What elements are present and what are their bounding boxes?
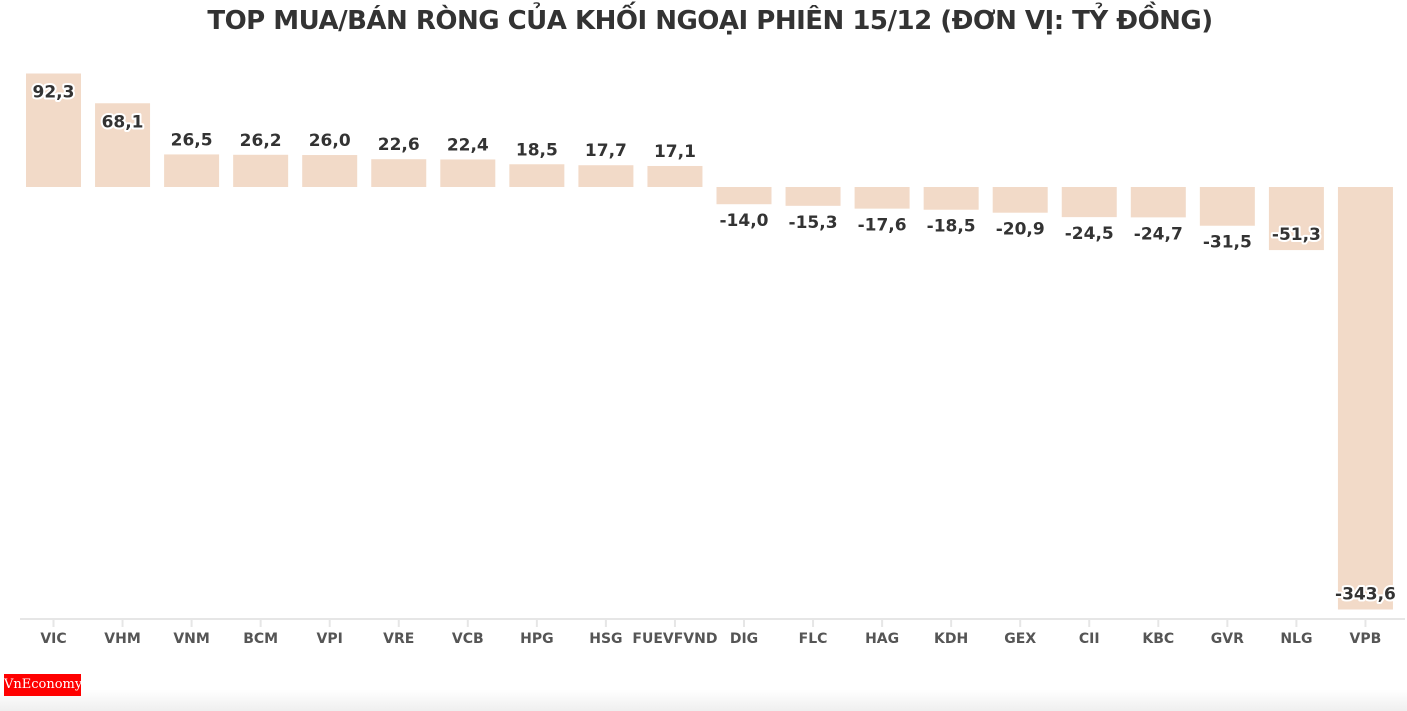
data-label: -24,7: [1134, 224, 1183, 244]
x-tick-label: VHM: [104, 631, 140, 647]
bar-vhm: [95, 103, 151, 187]
bar-flc: [785, 187, 841, 206]
bar-cii: [1061, 187, 1117, 218]
x-tick-label: HSG: [589, 631, 622, 647]
bar-kdh: [923, 187, 979, 210]
data-label: 18,5: [516, 140, 558, 160]
bar-hsg: [578, 165, 634, 187]
data-label: -18,5: [927, 217, 976, 237]
x-tick-label: FUEVFVND: [632, 631, 717, 647]
bar-vre: [371, 159, 427, 187]
x-tick-label: FLC: [799, 631, 828, 647]
footer-bar: [0, 690, 1407, 711]
bar-chart: VIC VHM VNM BCM VPI VRE VCB HPG HSG FUEVFVND DIG FL…: [20, 73, 1405, 647]
data-label: 22,6: [378, 135, 420, 155]
x-tick-label: VNM: [173, 631, 209, 647]
data-label: -14,0: [720, 211, 769, 231]
x-tick-label: CII: [1079, 631, 1100, 647]
bar-bcm: [233, 154, 289, 187]
data-label: 17,7: [585, 141, 627, 161]
x-tick-label: DIG: [730, 631, 758, 647]
x-tick-label: KDH: [934, 631, 968, 647]
data-label: -51,3: [1272, 225, 1321, 245]
x-tick-label: GVR: [1211, 631, 1244, 647]
bar-vpi: [302, 155, 358, 187]
data-label: -15,3: [789, 213, 838, 233]
bar-vpb: [1337, 187, 1393, 610]
x-tick-label: HPG: [520, 631, 553, 647]
bar-vcb: [440, 159, 496, 187]
data-label: 68,1: [102, 112, 144, 132]
data-label: 92,3: [33, 83, 75, 103]
x-tick-label: VPB: [1350, 631, 1382, 647]
bar-hpg: [509, 164, 565, 187]
x-tick-label: BCM: [243, 631, 278, 647]
data-label: -20,9: [996, 220, 1045, 240]
data-label: 22,4: [447, 135, 489, 155]
bar-nlg: [1268, 187, 1324, 251]
bar-vnm: [164, 154, 220, 187]
bar-hag: [854, 187, 910, 209]
x-tick-label: GEX: [1004, 631, 1036, 647]
bar-fuevfvnd: [647, 165, 703, 187]
bar-kbc: [1130, 187, 1186, 218]
bar-gex: [992, 187, 1048, 213]
data-label: -31,5: [1203, 233, 1252, 253]
x-tick-label: VIC: [40, 631, 66, 647]
x-tick-label: HAG: [865, 631, 899, 647]
data-label: -24,5: [1065, 224, 1114, 244]
chart-title: TOP MUA/BÁN RÒNG CỦA KHỐI NGOẠI PHIÊN 15…: [207, 6, 1213, 36]
x-tick-label: VRE: [383, 631, 414, 647]
bar-vic: [26, 73, 81, 187]
data-label: 26,5: [171, 130, 213, 150]
x-tick-label: VCB: [452, 631, 484, 647]
data-label: -17,6: [858, 216, 907, 236]
bar-gvr: [1199, 187, 1255, 226]
data-label: 26,2: [240, 131, 282, 151]
x-tick-label: NLG: [1280, 631, 1312, 647]
x-tick-label: KBC: [1142, 631, 1174, 647]
data-label: 17,1: [654, 142, 696, 162]
data-label: 26,0: [309, 131, 351, 151]
x-tick-label: VPI: [317, 631, 343, 647]
data-label: -343,6: [1335, 585, 1396, 605]
vneconomy-logo: VnEconomy: [4, 674, 82, 696]
bar-dig: [716, 187, 772, 205]
